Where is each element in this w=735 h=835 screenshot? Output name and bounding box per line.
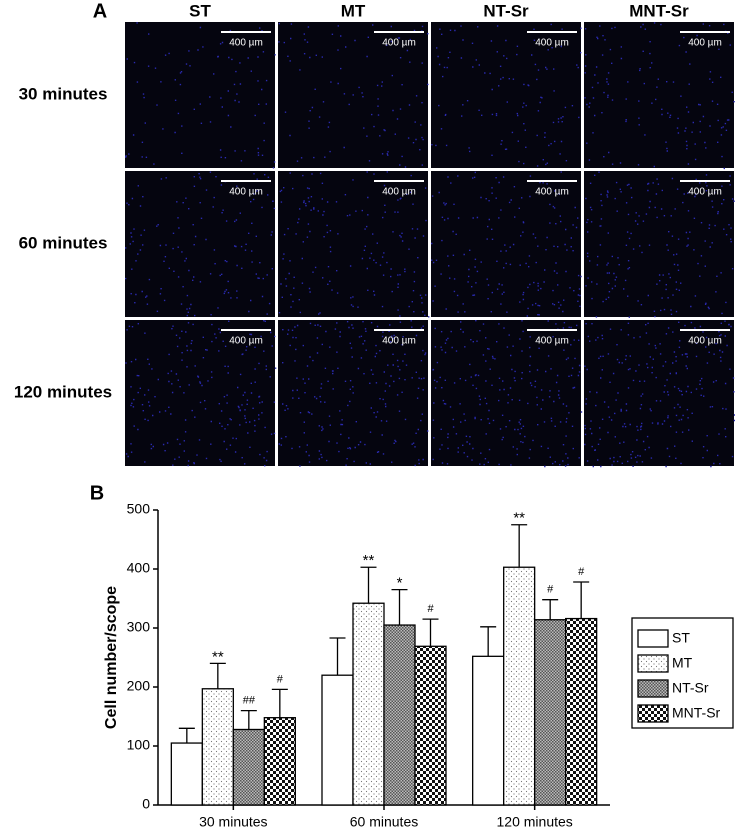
legend-label: MNT-Sr (672, 705, 721, 721)
x-tick-label: 120 minutes (497, 814, 573, 830)
scale-bar-label: 400 µm (382, 336, 416, 347)
y-tick-label: 200 (127, 678, 151, 694)
scale-bar-label: 400 µm (688, 38, 722, 49)
column-label: NT-Sr (483, 1, 529, 20)
error-bar (329, 637, 346, 676)
row-label: 120 minutes (14, 382, 112, 401)
significance-label: # (277, 673, 284, 685)
bar (565, 617, 598, 806)
significance-label: # (578, 566, 585, 578)
cell-dots (278, 320, 429, 467)
scale-bar-label: 400 µm (229, 38, 263, 49)
significance-label: ## (243, 695, 256, 707)
y-axis-label: Cell number/scope (103, 586, 120, 729)
panel-label: B (90, 482, 104, 504)
significance-label: # (427, 603, 434, 615)
error-bar (391, 589, 408, 626)
scale-bar-label: 400 µm (535, 336, 569, 347)
bar (321, 674, 354, 806)
significance-label: ** (513, 510, 525, 527)
scale-bar-label: 400 µm (229, 336, 263, 347)
micrograph (431, 22, 581, 168)
bar (414, 645, 447, 806)
error-bar (178, 727, 195, 744)
column-label: MT (341, 1, 366, 20)
bar (170, 742, 203, 806)
error-bar (240, 709, 257, 730)
scale-bar-label: 400 µm (382, 187, 416, 198)
y-tick-label: 100 (127, 737, 151, 753)
scale-bar-label: 400 µm (688, 336, 722, 347)
bar (352, 602, 385, 806)
bar (201, 688, 234, 806)
micrograph (125, 22, 275, 168)
error-bar (573, 581, 590, 619)
panel-label: A (93, 0, 107, 22)
significance-label: ** (363, 552, 375, 569)
bar (232, 728, 265, 806)
column-label: ST (189, 1, 211, 20)
micrograph (431, 320, 581, 466)
micrograph (431, 171, 581, 317)
y-tick-label: 400 (127, 560, 151, 576)
y-tick-label: 500 (127, 501, 151, 517)
bar (263, 717, 296, 806)
bar (383, 624, 416, 806)
legend-swatch (637, 679, 669, 698)
error-bar (271, 688, 288, 718)
scale-bar-label: 400 µm (229, 187, 263, 198)
error-bar (480, 626, 497, 657)
error-bar (511, 524, 528, 568)
error-bar (360, 566, 377, 604)
legend-swatch (637, 629, 669, 648)
significance-label: # (547, 584, 554, 596)
bar (534, 619, 567, 806)
error-bar (542, 599, 559, 620)
scale-bar-label: 400 µm (382, 38, 416, 49)
x-tick-label: 60 minutes (350, 814, 418, 830)
micrograph (278, 171, 428, 317)
row-label: 60 minutes (19, 233, 108, 252)
micrograph (584, 22, 734, 168)
bar (503, 566, 536, 806)
legend-label: MT (672, 655, 693, 671)
error-bar (209, 662, 226, 689)
error-bar (422, 618, 439, 647)
legend-swatch (637, 654, 669, 673)
cell-dots (584, 320, 735, 468)
legend-swatch (637, 704, 669, 723)
scale-bar-label: 400 µm (688, 187, 722, 198)
scale-bar-label: 400 µm (535, 38, 569, 49)
legend-label: ST (672, 630, 690, 646)
significance-label: ** (212, 648, 224, 665)
legend-label: NT-Sr (672, 680, 709, 696)
y-tick-label: 300 (127, 619, 151, 635)
x-tick-label: 30 minutes (199, 814, 267, 830)
micrograph (125, 171, 275, 317)
bar (472, 655, 505, 806)
micrograph (125, 320, 275, 466)
row-label: 30 minutes (19, 84, 108, 103)
scale-bar-label: 400 µm (535, 187, 569, 198)
y-tick-label: 0 (142, 796, 150, 812)
cell-dots (278, 22, 429, 168)
column-label: MNT-Sr (629, 1, 689, 20)
micrograph (584, 171, 734, 317)
cell-dots (584, 22, 735, 170)
micrograph (584, 320, 734, 466)
significance-label: * (397, 575, 403, 592)
